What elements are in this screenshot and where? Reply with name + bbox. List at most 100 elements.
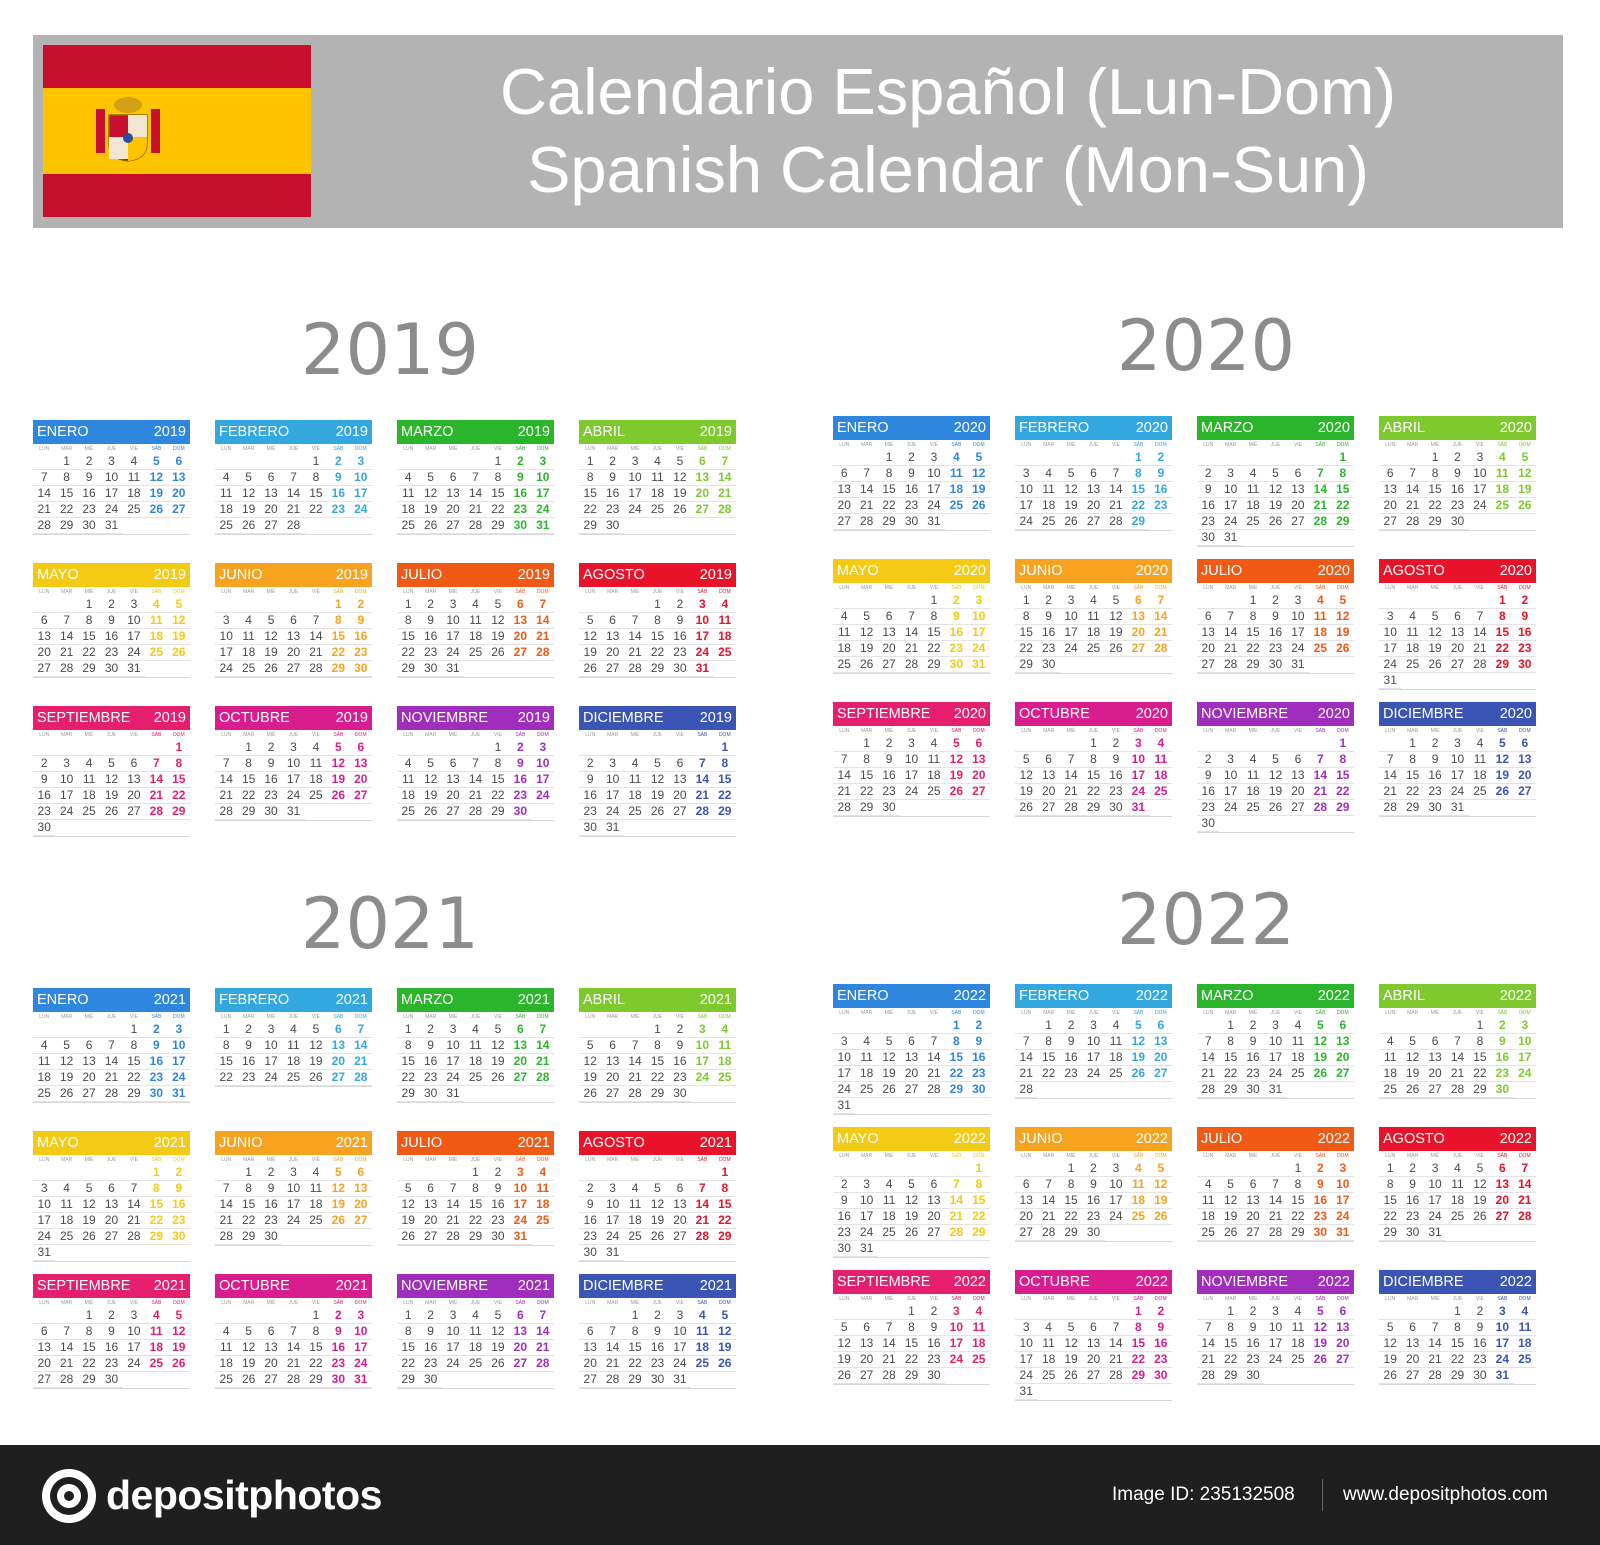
weekday-label: VIE — [1111, 442, 1120, 448]
weekday-label: LUN — [1385, 442, 1396, 448]
day-cell: 19 — [1379, 1352, 1402, 1368]
weekday-label: MIÉ — [630, 589, 640, 595]
day-cell: 21 — [282, 502, 305, 518]
weekday-label: MIÉ — [84, 1014, 94, 1020]
day-cell: 17 — [1127, 768, 1150, 784]
day-cell: 10 — [215, 629, 238, 645]
day-cell: 30 — [1446, 514, 1469, 530]
day-cell: 13 — [855, 1336, 878, 1352]
day-cell: 19 — [579, 645, 602, 661]
empty-day-cell — [441, 454, 465, 470]
month-name: FEBRERO — [1019, 420, 1090, 436]
day-grid: 1 2 3 4 5 6 7 8 9 10 11 12 13 14 15 16 17 18 19 20 21 22 23 24 2… — [1197, 593, 1354, 674]
day-cell: 17 — [1219, 498, 1242, 514]
day-cell: 2 — [1149, 1304, 1172, 1320]
weekday-label: MIÉ — [1248, 1153, 1258, 1159]
weekday-label: MAR — [1043, 442, 1055, 448]
day-cell: 11 — [1104, 1034, 1128, 1050]
day-cell: 4 — [464, 1308, 487, 1324]
weekday-label: DOM — [354, 1157, 367, 1163]
day-cell: 2 — [327, 454, 350, 470]
day-cell: 23 — [1423, 784, 1447, 800]
weekday-label: MIÉ — [266, 1300, 276, 1306]
day-cell: 15 — [945, 1050, 968, 1066]
day-cell: 29 — [1059, 1225, 1083, 1241]
day-cell: 1 — [1468, 1018, 1492, 1034]
day-cell: 21 — [855, 498, 878, 514]
day-cell: 20 — [282, 645, 305, 661]
day-cell: 22 — [397, 1356, 420, 1372]
weekday-label: MAR — [607, 1300, 619, 1306]
day-cell: 22 — [167, 788, 190, 804]
day-grid: 1 2 3 4 5 6 7 8 9 10 11 12 13 14 15 16 17 18 19 20 21 22 23 24 2… — [1379, 1304, 1536, 1385]
day-cell: 11 — [145, 613, 168, 629]
day-cell: 15 — [397, 629, 420, 645]
day-cell: 24 — [1468, 498, 1492, 514]
day-cell: 26 — [1059, 1368, 1083, 1384]
empty-day-cell — [33, 597, 56, 613]
month-header: SEPTIEMBRE 2021 — [33, 1274, 190, 1298]
day-grid: 1 2 3 4 5 6 7 8 9 10 11 12 13 14 15 16 17 18 19 20 21 22 23 24 2… — [1015, 1018, 1172, 1099]
month-name: FEBRERO — [219, 992, 290, 1008]
day-cell: 6 — [327, 1022, 350, 1038]
day-cell: 5 — [1219, 1177, 1242, 1193]
day-cell: 27 — [1286, 514, 1310, 530]
day-cell: 2 — [579, 756, 602, 772]
day-cell: 24 — [33, 1229, 56, 1245]
day-cell: 8 — [855, 752, 878, 768]
day-cell: 13 — [1286, 768, 1310, 784]
day-cell: 25 — [464, 1070, 487, 1086]
day-cell: 16 — [237, 1054, 260, 1070]
day-cell: 24 — [1015, 514, 1038, 530]
day-cell: 10 — [259, 1038, 283, 1054]
weekday-label: DOM — [972, 585, 985, 591]
month-header: NOVIEMBRE 2021 — [397, 1274, 554, 1298]
day-cell: 22 — [945, 1066, 968, 1082]
empty-day-cell — [77, 1022, 101, 1038]
day-cell: 8 — [646, 613, 669, 629]
day-cell: 18 — [623, 1213, 647, 1229]
day-cell: 17 — [282, 772, 305, 788]
day-cell: 1 — [397, 597, 420, 613]
site-url-link[interactable]: www.depositphotos.com — [1343, 1484, 1548, 1505]
day-cell: 25 — [713, 645, 736, 661]
day-cell: 8 — [397, 1324, 420, 1340]
day-cell: 21 — [1468, 641, 1492, 657]
empty-day-cell — [855, 450, 878, 466]
day-cell: 5 — [1059, 466, 1083, 482]
weekday-label: LUN — [403, 446, 414, 452]
weekday-label: JUE — [1270, 442, 1281, 448]
day-cell: 17 — [1513, 1050, 1536, 1066]
day-cell: 10 — [1468, 466, 1492, 482]
day-cell: 16 — [1401, 1193, 1424, 1209]
day-cell: 26 — [1264, 800, 1287, 816]
day-cell: 11 — [1082, 609, 1105, 625]
brand-logo-text[interactable]: depositphotos — [106, 1472, 382, 1518]
day-cell: 7 — [1309, 466, 1332, 482]
day-cell: 24 — [1379, 657, 1402, 673]
day-cell: 9 — [1446, 466, 1469, 482]
day-cell: 21 — [1149, 625, 1172, 641]
day-cell: 25 — [1491, 498, 1514, 514]
month-year: 2019 — [699, 424, 732, 440]
day-cell: 24 — [531, 502, 554, 518]
day-cell: 29 — [77, 1372, 101, 1388]
day-cell: 12 — [1059, 482, 1083, 498]
day-cell: 10 — [282, 1181, 305, 1197]
day-cell: 8 — [486, 756, 510, 772]
weekday-label: MIÉ — [1430, 585, 1440, 591]
day-cell: 3 — [441, 1022, 465, 1038]
day-cell: 6 — [33, 613, 56, 629]
month-name: ENERO — [837, 420, 889, 436]
day-cell: 25 — [304, 788, 328, 804]
month-name: NOVIEMBRE — [401, 1278, 489, 1294]
day-cell: 26 — [579, 1086, 602, 1102]
empty-day-cell — [33, 1308, 56, 1324]
day-cell: 16 — [668, 1054, 692, 1070]
day-cell: 1 — [1037, 1018, 1060, 1034]
day-cell: 9 — [646, 1324, 669, 1340]
day-cell: 12 — [1264, 482, 1287, 498]
weekday-label: MAR — [861, 1296, 873, 1302]
day-cell: 29 — [1127, 1368, 1150, 1384]
